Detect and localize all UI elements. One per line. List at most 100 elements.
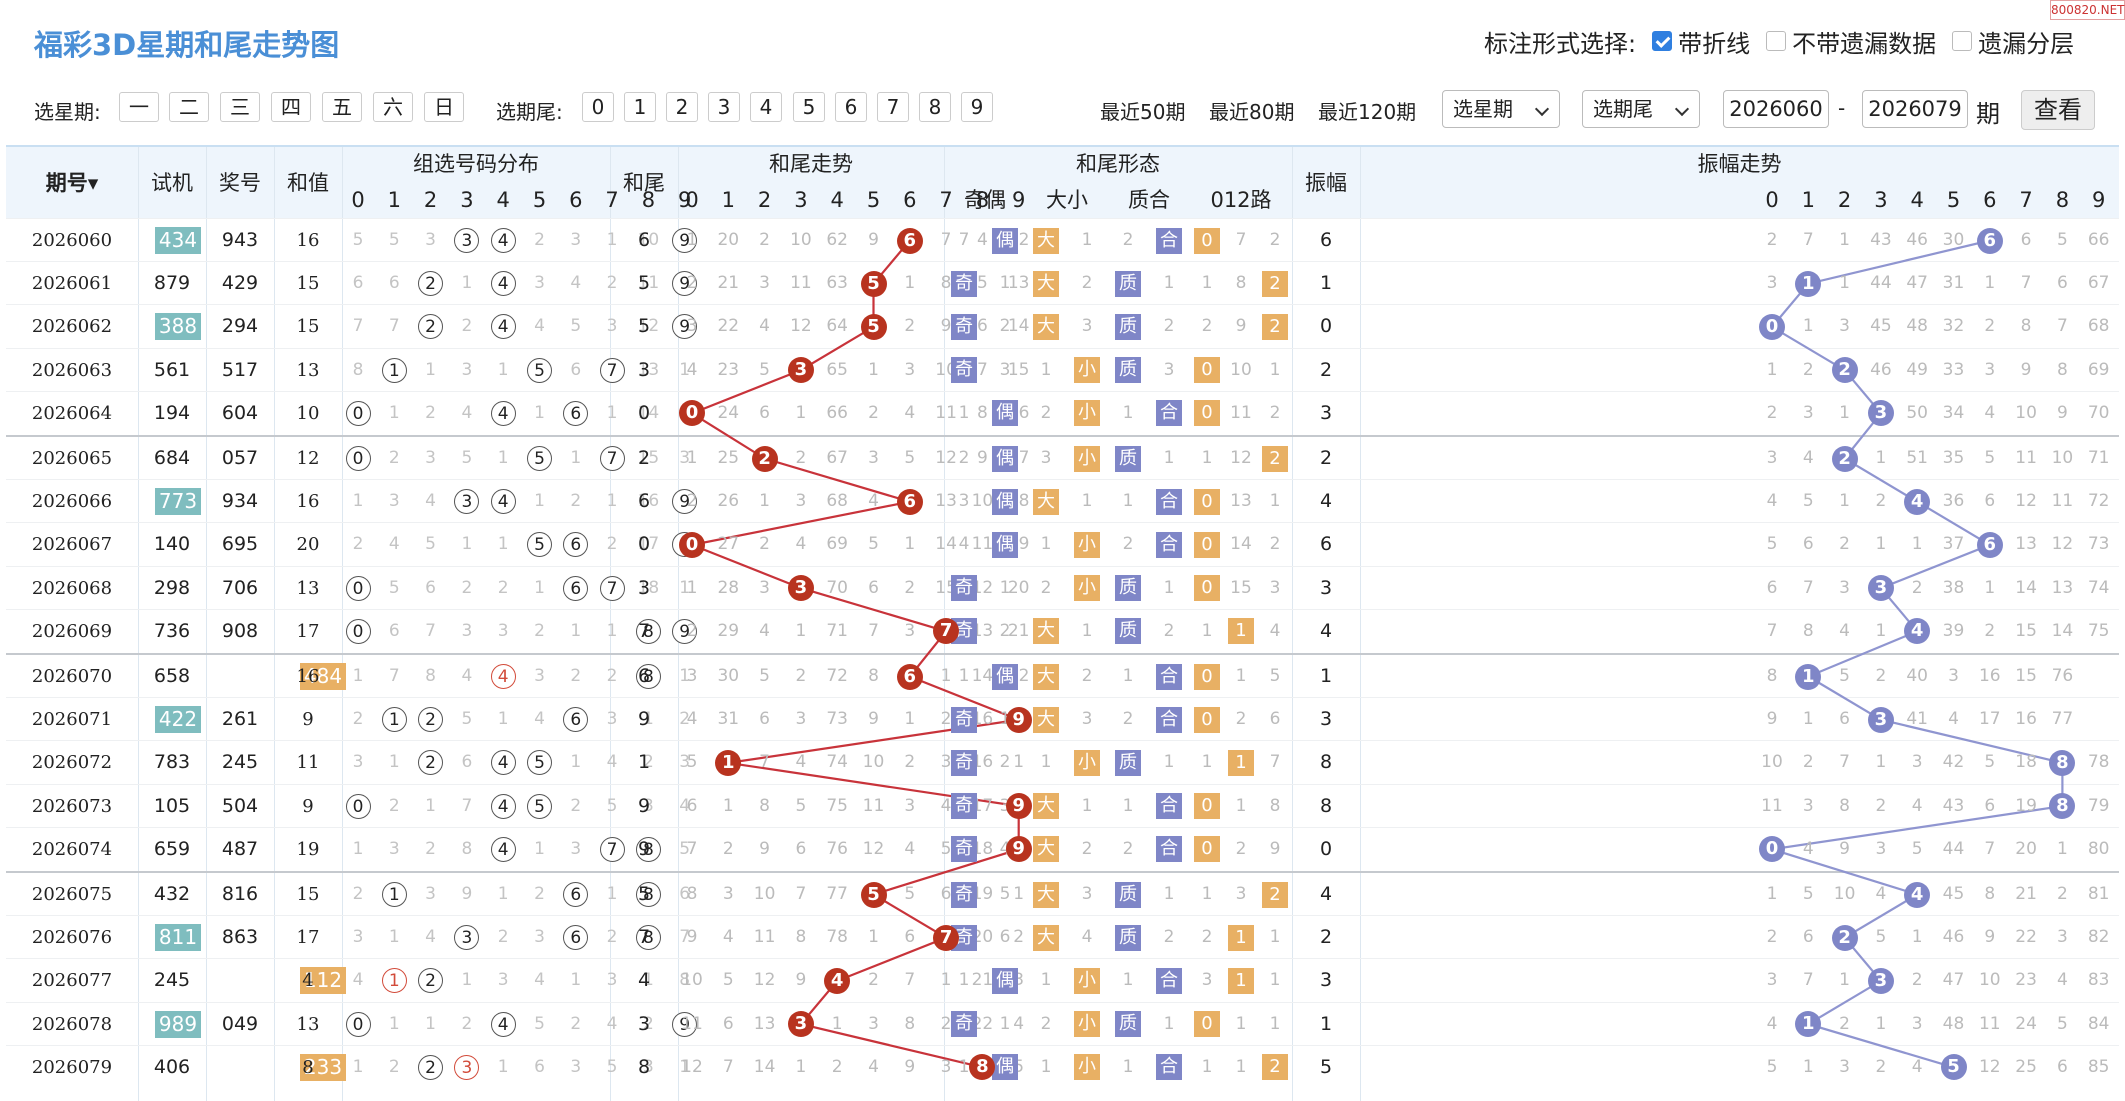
big-small-hit: 小: [1074, 400, 1100, 427]
amplitude-trend-missing: 36: [1942, 491, 1965, 512]
recent-80-link[interactable]: 最近80期: [1209, 100, 1295, 124]
amplitude-trend-missing: 2: [1875, 491, 1887, 512]
distribution-missing: 1: [606, 620, 618, 641]
distribution-missing: 4: [461, 666, 473, 686]
period-from-input[interactable]: 2026060: [1723, 90, 1829, 128]
distribution-missing: 1: [461, 534, 473, 555]
tail-trend-ball: 7: [933, 618, 960, 645]
amplitude-trend-missing: 2: [1911, 577, 1923, 598]
digit-header: 7: [605, 188, 619, 212]
weekday-button[interactable]: 五: [322, 92, 362, 122]
prime-composite-hit: 合: [1156, 400, 1182, 427]
amplitude-trend-missing: 1: [1839, 230, 1850, 250]
tail-trend-missing: 5: [904, 448, 916, 468]
column-header-sum: 和值: [287, 171, 329, 195]
odd-even-hit: 偶: [992, 967, 1018, 994]
distribution-missing: 6: [570, 359, 582, 380]
option-with-line[interactable]: 带折线: [1652, 24, 1750, 59]
checkbox-no-missing[interactable]: [1766, 31, 1787, 51]
odd-even-missing: 4: [958, 534, 970, 555]
distribution-hit-circle: 0: [345, 400, 371, 426]
period-to-input[interactable]: 2026079: [1862, 90, 1968, 128]
query-button[interactable]: 查看: [2021, 90, 2095, 130]
prime-composite-missing: 1: [1122, 970, 1134, 991]
option-no-missing[interactable]: 不带遗漏数据: [1766, 24, 1936, 59]
checkbox-missing-layer[interactable]: [1952, 31, 1973, 51]
amplitude-trend-missing: 1: [1875, 448, 1887, 468]
amplitude-value: 3: [1319, 708, 1333, 731]
checkbox-with-line[interactable]: [1652, 31, 1673, 51]
tail-select[interactable]: 选期尾: [1582, 90, 1700, 128]
road-missing: 8: [1269, 795, 1281, 816]
tail-trend-missing: 6: [976, 316, 988, 337]
road-missing: 2: [1269, 534, 1281, 555]
tail-button[interactable]: 9: [961, 92, 993, 122]
distribution-missing: 13: [637, 359, 660, 380]
tail-button[interactable]: 4: [750, 92, 782, 122]
tail-value: 6: [637, 490, 651, 513]
odd-even-missing: 5: [999, 884, 1011, 904]
tail-trend-missing: 26: [717, 491, 740, 512]
weekday-button[interactable]: 一: [119, 92, 159, 122]
weekday-button[interactable]: 四: [271, 92, 311, 122]
option-missing-layer[interactable]: 遗漏分层: [1952, 24, 2074, 59]
amplitude-trend-missing: 5: [1802, 884, 1814, 904]
road-missing: 7: [1235, 230, 1247, 250]
tail-trend-missing: 8: [904, 1013, 916, 1034]
range-dash: -: [1838, 96, 1846, 120]
row-divider: [6, 958, 2119, 960]
tail-button[interactable]: 8: [919, 92, 951, 122]
sum-value: 13: [296, 577, 320, 599]
odd-even-missing: 2: [999, 316, 1011, 337]
recent-50-link[interactable]: 最近50期: [1100, 100, 1186, 124]
distribution-missing: 1: [352, 666, 364, 686]
weekday-button[interactable]: 六: [373, 92, 413, 122]
distribution-missing: 1: [606, 491, 618, 512]
prime-composite-hit: 质: [1115, 445, 1141, 472]
odd-even-hit: 奇: [951, 313, 977, 340]
tail-button[interactable]: 1: [624, 92, 656, 122]
amplitude-trend-missing: 2: [1911, 970, 1923, 991]
tail-trend-missing: 31: [717, 709, 740, 730]
distribution-hit-circle: 7: [599, 575, 625, 601]
odd-even-hit: 奇: [951, 575, 977, 602]
amplitude-trend-missing: 3: [1839, 577, 1850, 598]
distribution-missing: 2: [642, 1013, 654, 1034]
tail-trend-missing: 9: [686, 927, 698, 948]
distribution-missing: 3: [606, 316, 618, 337]
weekday-button[interactable]: 二: [169, 92, 209, 122]
weekday-button[interactable]: 日: [424, 92, 464, 122]
tail-trend-missing: 10: [971, 491, 994, 512]
tail-button[interactable]: 2: [666, 92, 698, 122]
tail-button[interactable]: 7: [877, 92, 909, 122]
period-id: 2026062: [31, 316, 113, 338]
tail-trend-missing: 11: [862, 795, 885, 816]
distribution-hit-circle: 8: [635, 618, 661, 644]
distribution-missing: 4: [461, 402, 473, 423]
prime-composite-missing: 2: [1163, 927, 1175, 948]
tail-trend-missing: 7: [868, 620, 879, 641]
odd-even-missing: 6: [999, 927, 1011, 948]
digit-header: 5: [866, 188, 881, 212]
column-header-odd-even: 奇偶: [964, 188, 1006, 212]
amplitude-trend-missing: 3: [2056, 927, 2068, 948]
row-divider: [6, 783, 2119, 785]
distribution-missing: 4: [534, 709, 545, 730]
road-hit: 1: [1228, 618, 1254, 645]
amplitude-trend-ball: 4: [1904, 618, 1931, 645]
brand-badge[interactable]: 800820.NET: [2050, 0, 2125, 20]
tail-button[interactable]: 0: [582, 92, 614, 122]
tail-button[interactable]: 3: [708, 92, 740, 122]
distribution-hit-circle: 9: [672, 228, 698, 253]
prime-composite-missing: 1: [1163, 1013, 1175, 1034]
weekday-select[interactable]: 选星期: [1442, 90, 1560, 128]
road-missing: 15: [1230, 577, 1252, 598]
recent-120-link[interactable]: 最近120期: [1318, 100, 1417, 124]
weekday-button[interactable]: 三: [220, 92, 260, 122]
amplitude-trend-missing: 70: [2087, 402, 2110, 423]
odd-even-missing: 3: [999, 795, 1011, 816]
distribution-missing: 3: [606, 970, 618, 991]
tail-button[interactable]: 5: [793, 92, 825, 122]
page-title: 福彩3D星期和尾走势图: [34, 28, 340, 62]
tail-button[interactable]: 6: [835, 92, 867, 122]
